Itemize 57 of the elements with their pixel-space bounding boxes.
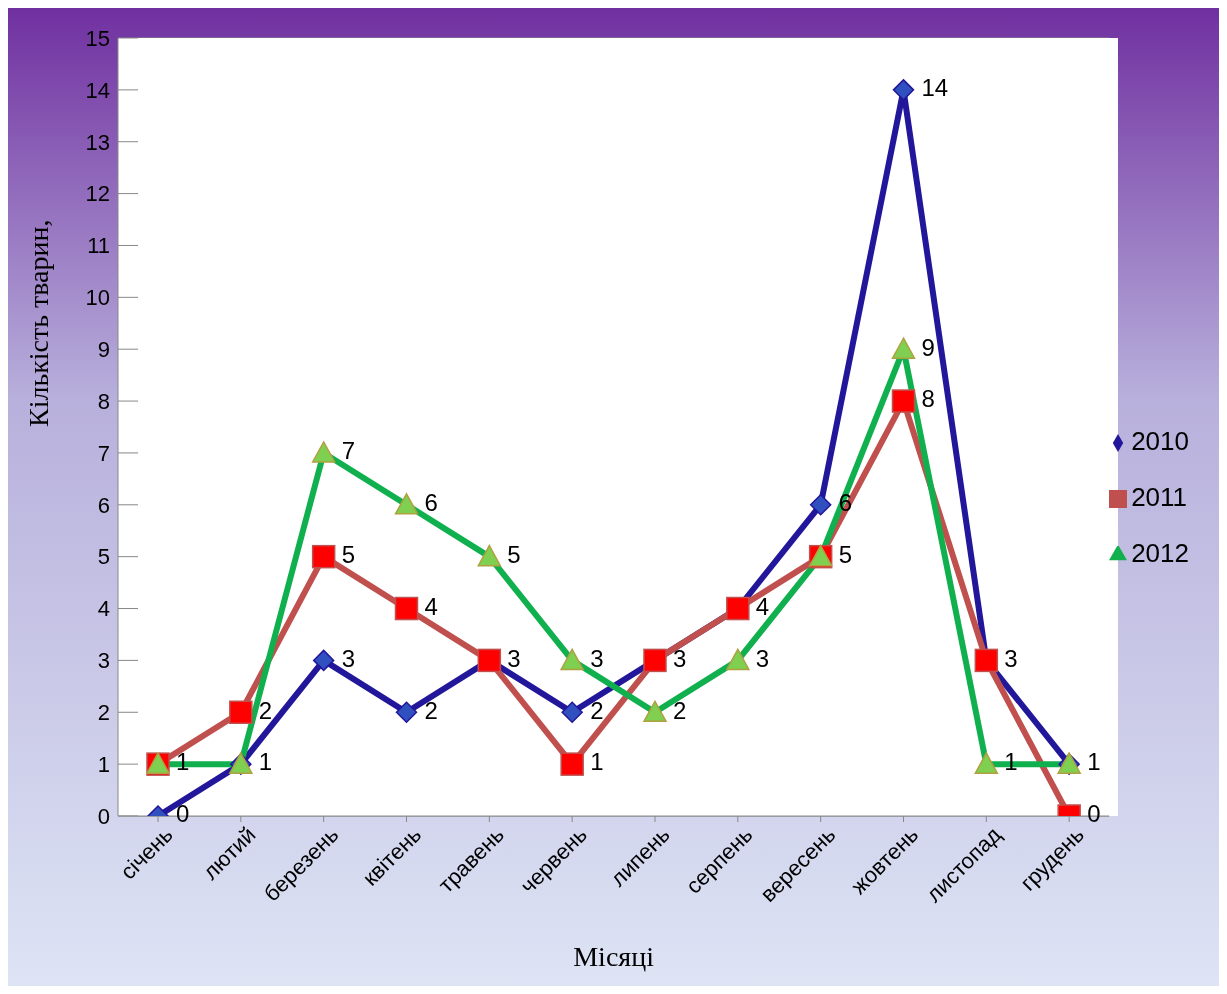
x-axis-title: Місяці	[573, 941, 655, 972]
data-label: 5	[838, 541, 853, 569]
data-label: 5	[507, 541, 521, 569]
data-label: 9	[921, 333, 935, 361]
data-label: 4	[755, 592, 770, 620]
data-label: 2	[258, 696, 273, 724]
data-label: 3	[341, 644, 356, 672]
y-tick-label: 8	[97, 388, 110, 414]
point	[560, 752, 584, 776]
y-tick-label: 15	[85, 25, 110, 51]
data-label: 2	[424, 696, 438, 724]
y-tick-label: 14	[85, 77, 110, 103]
legend-label: 2012	[1131, 538, 1189, 568]
y-tick-label: 6	[97, 492, 110, 518]
point	[311, 544, 336, 569]
data-label: 7	[341, 437, 356, 465]
point	[394, 596, 419, 621]
point	[891, 389, 916, 413]
data-label: 6	[424, 489, 438, 517]
point	[395, 701, 418, 724]
y-tick-label: 5	[97, 544, 110, 570]
data-label: 6	[838, 489, 853, 517]
y-tick-label: 13	[85, 129, 110, 155]
legend-label: 2010	[1131, 426, 1189, 456]
y-tick-label: 4	[97, 596, 110, 622]
y-tick-label: 0	[97, 803, 110, 829]
point	[229, 700, 253, 725]
y-tick-label: 2	[97, 700, 110, 726]
y-tick-label: 12	[85, 181, 110, 207]
legend-label: 2011	[1131, 482, 1188, 512]
data-label: 3	[755, 644, 770, 672]
point	[809, 494, 832, 516]
data-label: 1	[590, 748, 604, 776]
y-tick-label: 1	[97, 751, 110, 777]
data-label: 5	[341, 541, 356, 569]
y-tick-label: 9	[97, 337, 110, 363]
data-label: 1	[258, 748, 273, 776]
point	[892, 79, 915, 101]
y-tick-label: 7	[97, 440, 110, 466]
data-label: 4	[424, 592, 438, 620]
data-label: 8	[921, 385, 935, 413]
data-label: 3	[590, 644, 604, 672]
y-tick-label: 10	[85, 285, 110, 311]
data-label: 2	[672, 696, 687, 724]
data-label: 2	[590, 696, 604, 724]
y-tick-label: 3	[97, 648, 110, 674]
data-label: 1	[1087, 748, 1101, 776]
y-axis-title: Кількість тварин,	[22, 219, 54, 427]
data-label: 0	[1087, 800, 1101, 828]
data-label: 3	[1004, 644, 1018, 672]
data-label: 0	[176, 800, 190, 828]
data-label: 3	[507, 644, 521, 672]
point	[312, 649, 335, 672]
point	[561, 701, 583, 724]
data-label: 14	[921, 74, 949, 102]
data-label: 3	[672, 644, 687, 672]
y-tick-label: 11	[87, 233, 110, 259]
